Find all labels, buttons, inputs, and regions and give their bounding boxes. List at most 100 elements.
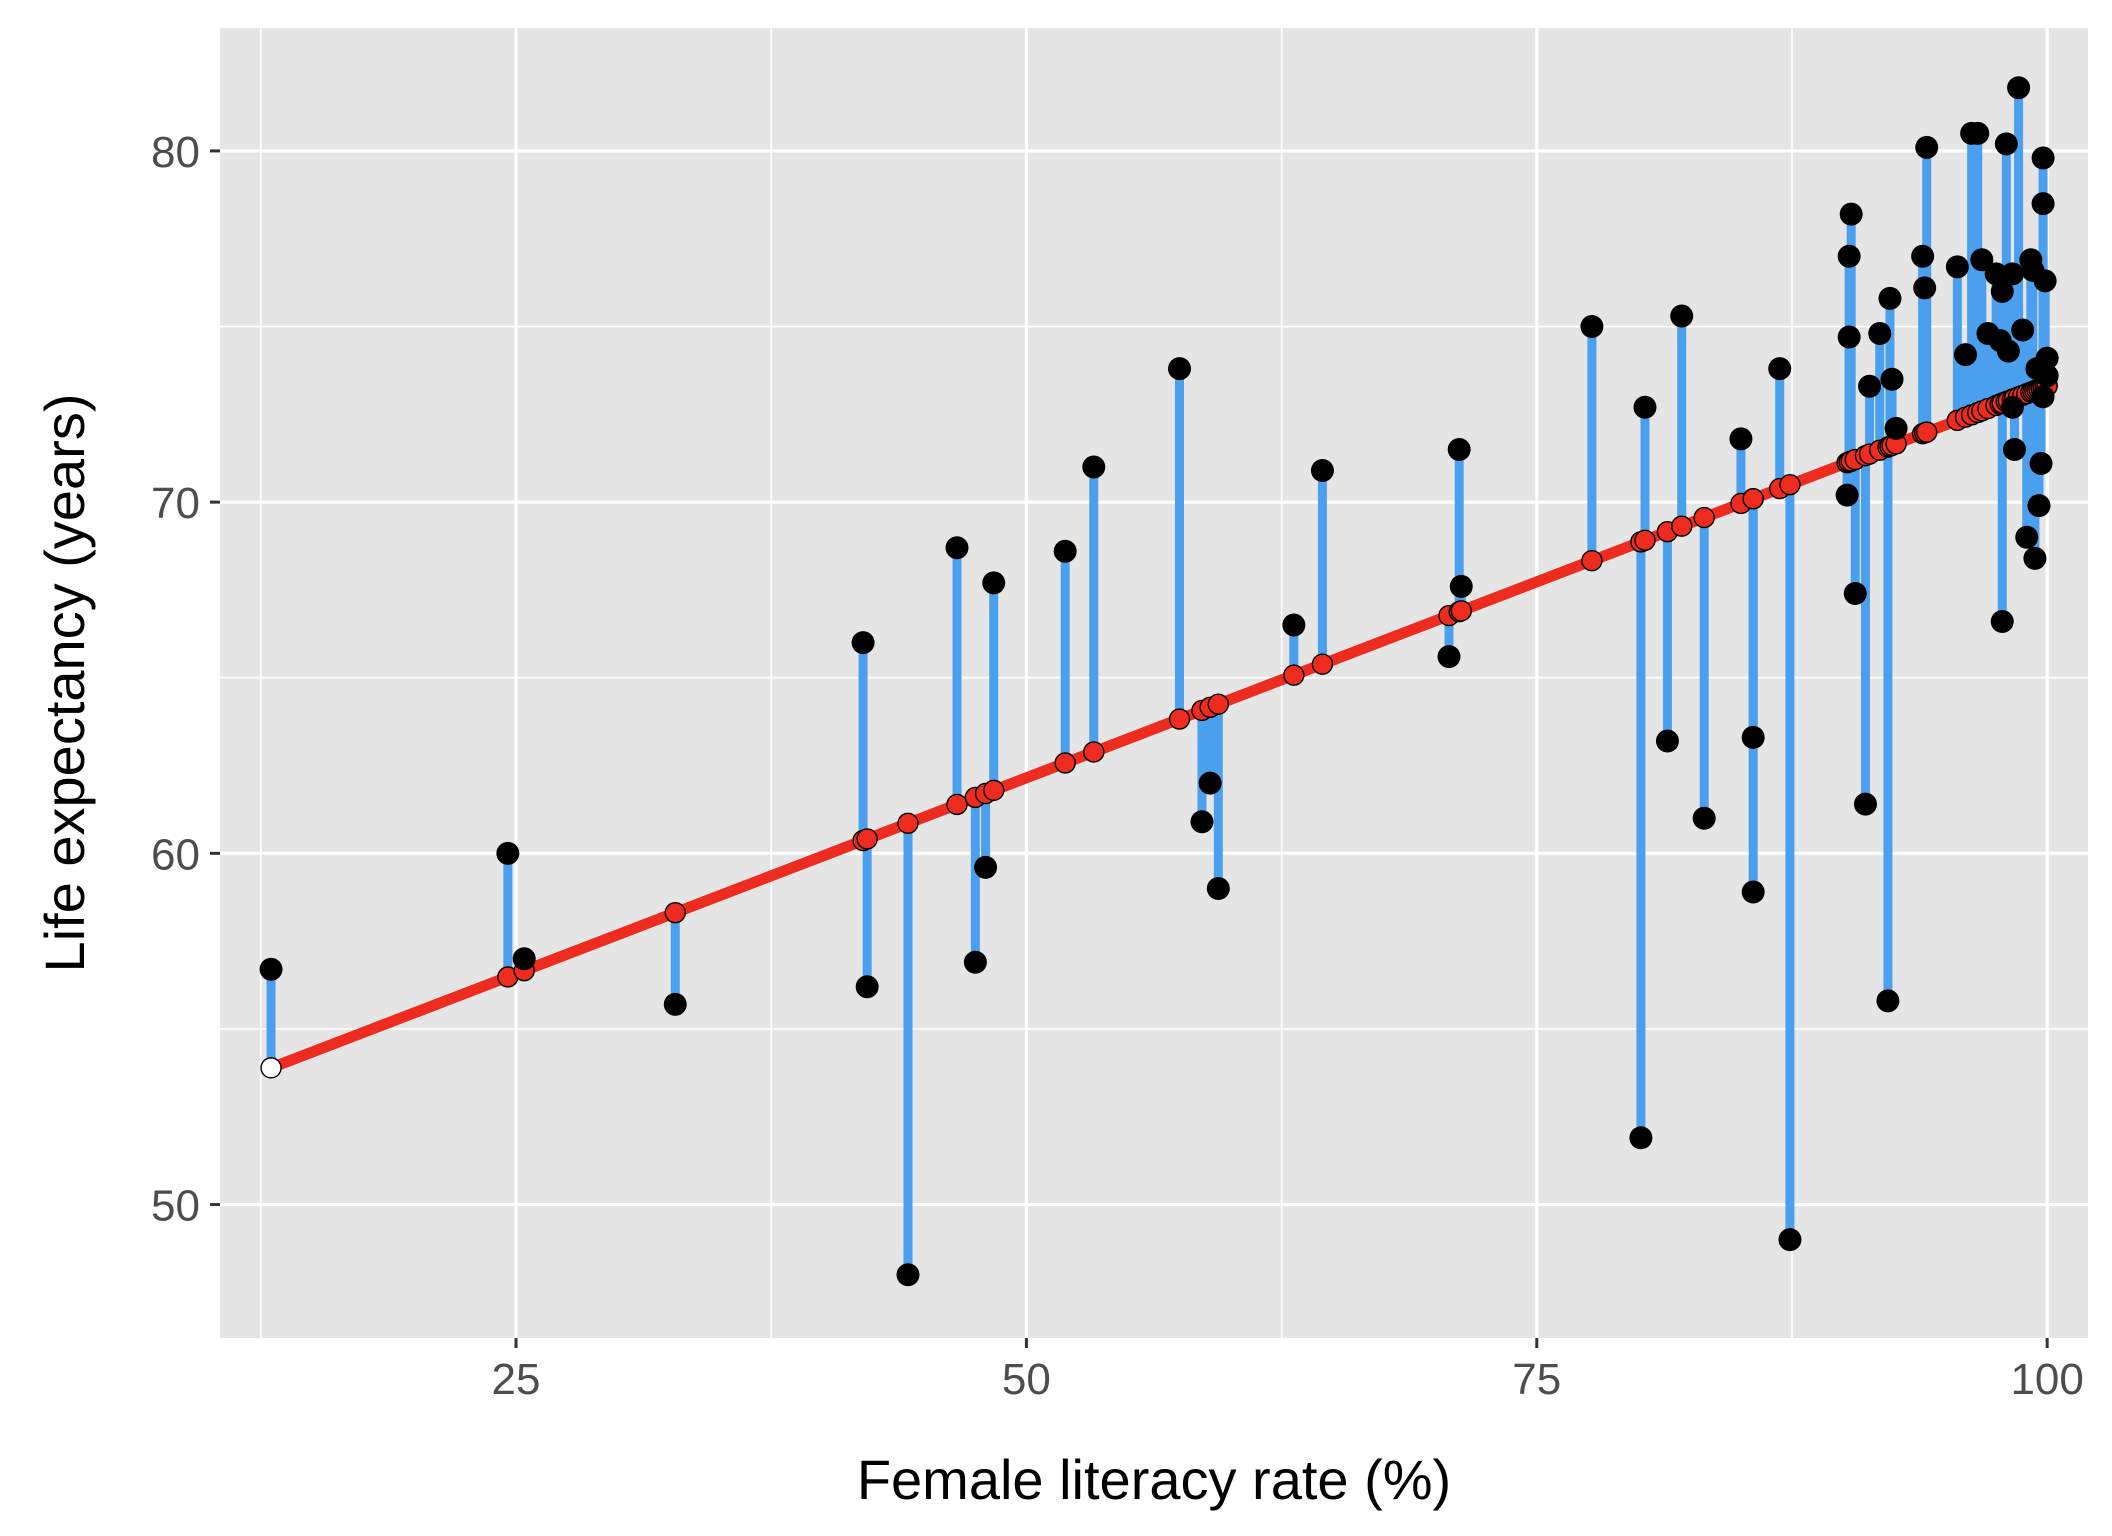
- fitted-point-11: [1054, 752, 1076, 774]
- data-point-71: [2029, 451, 2053, 475]
- data-point-75: [2033, 269, 2057, 293]
- data-point-0: [259, 957, 283, 981]
- data-point-39: [1858, 374, 1882, 398]
- data-point-77: [2035, 364, 2059, 388]
- data-point-26: [1670, 304, 1694, 328]
- data-point-47: [1915, 135, 1939, 159]
- data-point-36: [1839, 202, 1863, 226]
- data-point-48: [1945, 255, 1969, 279]
- data-point-61: [2000, 395, 2024, 419]
- data-point-58: [1994, 132, 2018, 156]
- data-point-18: [1310, 459, 1334, 483]
- data-point-17: [1282, 613, 1306, 637]
- fitted-point-18: [1311, 653, 1334, 675]
- fitted-point-16: [1207, 693, 1230, 715]
- x-tick-label-3: 100: [2010, 1355, 2083, 1404]
- data-point-6: [896, 1263, 920, 1287]
- data-point-62: [2003, 437, 2027, 461]
- data-point-25: [1655, 729, 1679, 753]
- fitted-point-0: [260, 1057, 282, 1079]
- data-point-31: [1768, 357, 1792, 381]
- data-point-3: [663, 992, 687, 1016]
- data-point-9: [974, 855, 998, 879]
- x-tick-label-2: 75: [1512, 1355, 1561, 1404]
- data-point-40: [1868, 322, 1892, 346]
- y-tick-label-2: 70: [151, 479, 200, 528]
- data-point-41: [1876, 989, 1900, 1013]
- data-point-22: [1580, 315, 1604, 339]
- data-point-51: [1966, 121, 1990, 145]
- fitted-point-13: [1168, 708, 1191, 730]
- data-point-35: [1837, 244, 1861, 268]
- y-axis-title: Life expectancy (years): [33, 394, 96, 973]
- fitted-point-21: [1450, 600, 1472, 622]
- fitted-point-6: [897, 812, 919, 834]
- fitted-point-17: [1283, 664, 1305, 686]
- y-tick-label-0: 50: [151, 1182, 200, 1231]
- data-point-72: [2031, 146, 2055, 170]
- data-point-45: [1911, 244, 1935, 268]
- data-point-56: [1990, 279, 2014, 303]
- data-point-24: [1633, 395, 1657, 419]
- data-point-52: [1970, 248, 1994, 272]
- observed-points: [259, 76, 2059, 1287]
- fitted-point-24: [1634, 529, 1656, 552]
- panel-background: [220, 28, 2088, 1338]
- data-point-57: [1990, 610, 2014, 634]
- data-point-14: [1190, 810, 1214, 834]
- data-point-37: [1843, 581, 1867, 605]
- data-point-23: [1629, 1126, 1653, 1150]
- x-tick-label-0: 25: [492, 1355, 541, 1404]
- fitted-point-47: [1916, 421, 1938, 443]
- data-point-15: [1198, 771, 1222, 795]
- x-axis: 25 50 75 100: [492, 1338, 2084, 1404]
- fitted-point-7: [946, 793, 968, 816]
- data-point-74: [2031, 385, 2055, 409]
- x-tick-label-1: 50: [1002, 1355, 1051, 1404]
- data-point-49: [1954, 343, 1978, 367]
- data-point-70: [2027, 494, 2051, 518]
- data-point-60: [2000, 262, 2024, 286]
- y-tick-label-1: 60: [151, 830, 200, 879]
- data-point-44: [1884, 416, 1908, 440]
- data-point-59: [1996, 339, 2020, 363]
- fitted-point-26: [1671, 515, 1693, 537]
- data-point-21: [1449, 574, 1473, 598]
- data-point-19: [1437, 645, 1461, 669]
- data-point-4: [851, 631, 875, 655]
- data-point-76: [2035, 346, 2059, 370]
- data-point-42: [1878, 286, 1902, 310]
- x-axis-title: Female literacy rate (%): [857, 1448, 1451, 1511]
- fitted-point-22: [1581, 549, 1603, 572]
- data-point-28: [1729, 427, 1753, 451]
- data-point-16: [1206, 876, 1230, 900]
- data-point-13: [1168, 357, 1192, 381]
- data-point-11: [1053, 539, 1077, 563]
- data-point-54: [1984, 262, 2008, 286]
- data-point-34: [1837, 325, 1861, 349]
- data-point-30: [1741, 725, 1765, 749]
- data-point-68: [2023, 546, 2047, 570]
- data-point-27: [1692, 806, 1716, 830]
- data-point-46: [1913, 276, 1937, 300]
- y-tick-label-3: 80: [151, 128, 200, 177]
- data-point-73: [2031, 192, 2055, 216]
- data-point-65: [2015, 525, 2039, 549]
- data-point-32: [1778, 1228, 1802, 1252]
- fitted-point-5: [856, 828, 878, 850]
- fitted-point-32: [1779, 473, 1801, 496]
- data-point-8: [963, 950, 987, 974]
- data-point-33: [1835, 483, 1859, 507]
- data-point-38: [1853, 792, 1877, 816]
- data-point-1: [496, 841, 520, 865]
- fitted-point-30: [1742, 488, 1764, 510]
- y-axis: 50 60 70 80: [151, 128, 220, 1231]
- data-point-12: [1082, 455, 1106, 479]
- data-point-63: [2007, 76, 2031, 100]
- fitted-point-10: [983, 779, 1005, 802]
- data-point-20: [1447, 437, 1471, 461]
- fitted-point-12: [1083, 741, 1105, 763]
- data-point-5: [855, 975, 879, 999]
- data-point-10: [982, 571, 1006, 595]
